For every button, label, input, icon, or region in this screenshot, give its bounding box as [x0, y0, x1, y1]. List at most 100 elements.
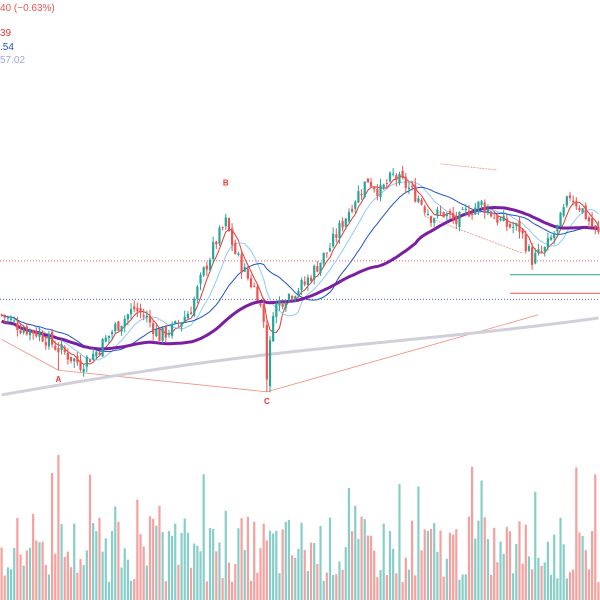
volume-bar: [183, 518, 186, 600]
pattern-line-ac: [58, 369, 267, 393]
volume-bar: [51, 473, 54, 600]
volume-bar: [136, 499, 139, 600]
candle-body: [341, 221, 344, 228]
candle-body: [436, 209, 439, 216]
candle-body: [123, 318, 126, 327]
candle-body: [60, 344, 63, 350]
volume-bar: [559, 517, 562, 600]
candle-body: [420, 199, 423, 205]
volume-bar: [395, 573, 398, 600]
candle-body: [322, 252, 325, 264]
candle-body: [335, 234, 338, 238]
candle-body: [212, 242, 215, 259]
volume-bar: [221, 578, 224, 600]
volume-bar: [376, 577, 379, 600]
candle-body: [568, 195, 572, 198]
volume-bar: [338, 561, 341, 600]
candle-body: [256, 286, 259, 301]
volume-bar: [114, 506, 117, 600]
volume-bar: [76, 572, 79, 600]
volume-bar: [521, 563, 524, 600]
candle-body: [133, 306, 136, 310]
candle-body: [294, 296, 297, 300]
volume-bar: [227, 562, 231, 600]
volume-bar: [442, 576, 445, 600]
candle-body: [171, 323, 174, 336]
candle-body: [234, 242, 237, 254]
candle-body: [57, 348, 60, 353]
candle-body: [95, 351, 98, 357]
volume-bar: [291, 555, 294, 600]
candle-body: [527, 246, 531, 251]
candle-body: [455, 216, 458, 224]
volume-bar: [275, 530, 278, 600]
volume-bar: [587, 569, 591, 600]
pattern-line-a: [1, 339, 59, 371]
candle-body: [148, 315, 152, 323]
volume-bar: [152, 518, 155, 600]
candle-body: [505, 218, 508, 227]
candle-body: [597, 227, 600, 232]
candle-body: [537, 249, 540, 253]
volume-bar: [300, 522, 303, 600]
volume-bar: [215, 551, 218, 600]
candle-body: [167, 333, 171, 336]
pattern-label-a: A: [56, 375, 62, 384]
volume-bar: [164, 581, 167, 600]
candle-body: [243, 266, 246, 272]
volume-bar: [57, 454, 60, 600]
volume-bar: [537, 557, 540, 600]
volume-bar: [32, 513, 35, 600]
volume-bar: [518, 521, 521, 600]
candle-body: [496, 215, 499, 223]
moving-average-line: [1, 316, 599, 397]
candle-body: [448, 211, 452, 215]
candle-body: [553, 234, 556, 239]
volume-bar: [414, 575, 417, 600]
volume-bar: [73, 523, 76, 600]
abc-pattern-lines: [1, 163, 539, 393]
volume-bar: [581, 535, 584, 600]
candle-body: [76, 356, 79, 363]
candle-body: [575, 201, 578, 207]
candle-body: [404, 176, 407, 188]
volume-bar: [360, 516, 363, 600]
volume-bar: [452, 534, 455, 600]
volume-bar: [41, 541, 44, 600]
volume-bar: [553, 534, 556, 600]
volume-bar: [79, 559, 82, 600]
candle-body: [9, 318, 13, 321]
volume-bar: [66, 551, 69, 600]
volume-bar: [502, 553, 505, 600]
candle-body: [458, 211, 461, 228]
volume-bar: [540, 565, 543, 600]
candle-body: [111, 331, 114, 335]
candle-body: [461, 208, 464, 210]
volume-bar: [111, 530, 114, 600]
candle-body: [388, 172, 392, 182]
candle-body: [502, 215, 505, 222]
volume-bar: [344, 547, 347, 600]
volume-bar: [565, 578, 568, 600]
volume-bar: [366, 535, 369, 600]
candle-body: [309, 277, 313, 281]
pattern-line-top: [440, 163, 498, 171]
candle-body: [546, 238, 549, 248]
volume-bar: [155, 525, 158, 600]
candle-body: [66, 352, 69, 360]
candle-body: [281, 302, 284, 307]
candle-body: [3, 314, 6, 318]
candle-body: [136, 308, 139, 311]
moving-averages: [0, 175, 599, 397]
candle-body: [464, 208, 467, 211]
candle-body: [193, 298, 196, 316]
volume-bar: [262, 523, 265, 600]
candle-body: [471, 214, 474, 216]
volume-bar: [16, 517, 19, 600]
candle-body: [22, 329, 25, 333]
candle-body: [32, 330, 35, 334]
volume-bar: [287, 520, 291, 600]
volume-bar: [505, 526, 508, 600]
candle-body: [158, 329, 161, 341]
